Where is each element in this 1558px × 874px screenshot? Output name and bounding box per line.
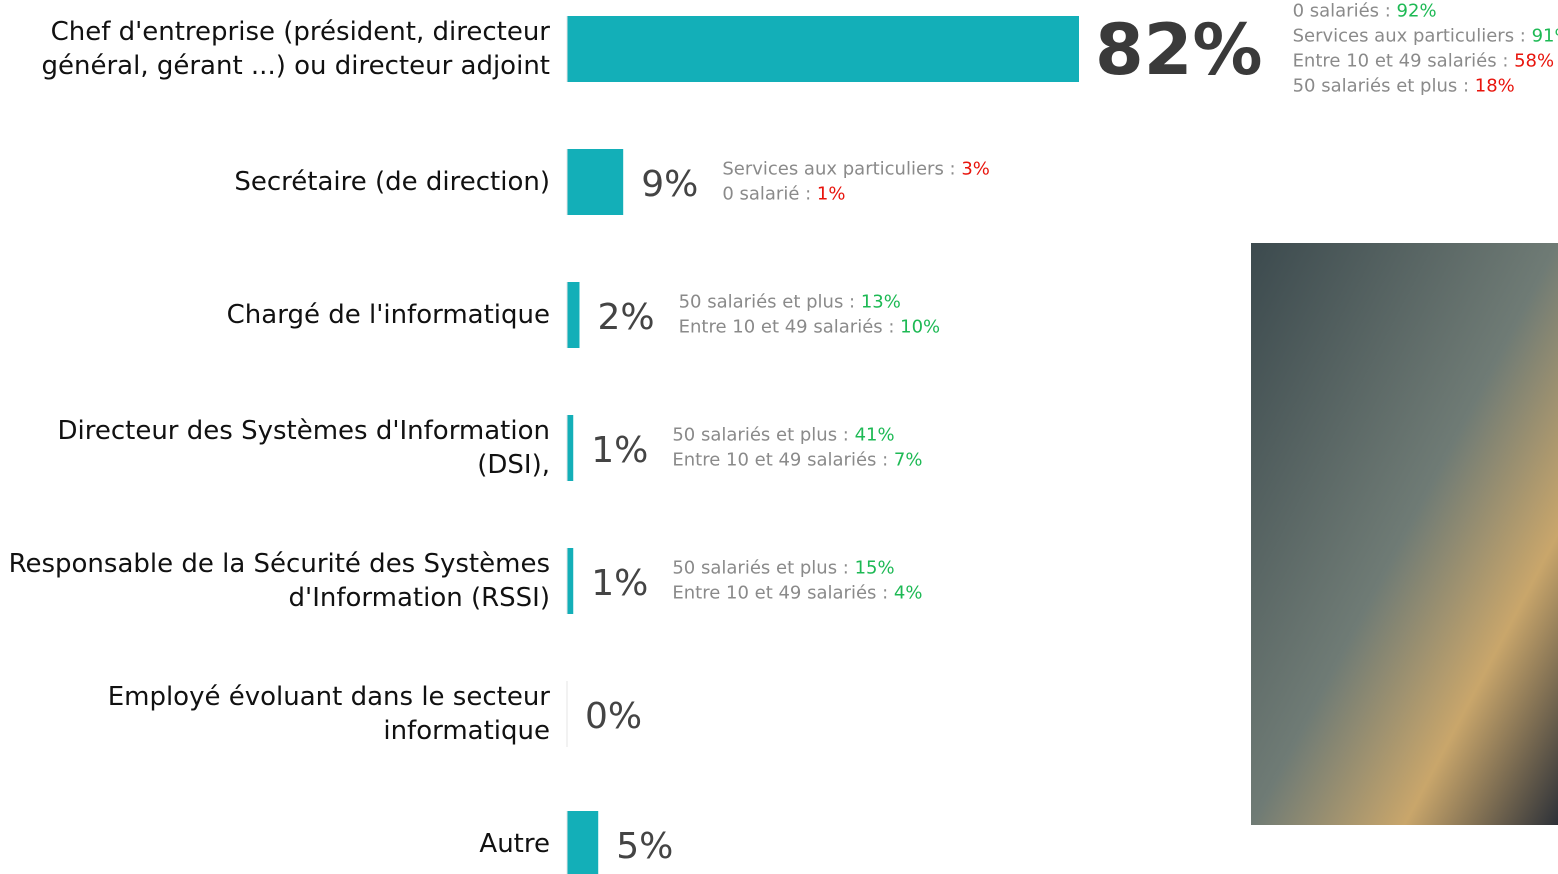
annotation-value: 4% xyxy=(894,583,923,604)
bar xyxy=(567,282,579,348)
category-label: Secrétaire (de direction) xyxy=(0,165,550,199)
value-label: 9% xyxy=(641,164,698,205)
value-label: 82% xyxy=(1095,9,1263,91)
annotation-label: Services aux particuliers : xyxy=(1293,26,1532,47)
value-label: 1% xyxy=(591,563,648,604)
annotation-value: 10% xyxy=(900,317,940,338)
annotation: 50 salariés et plus : 13% xyxy=(679,292,901,313)
category-label: Chargé de l'informatique xyxy=(0,298,550,332)
annotation-label: Entre 10 et 49 salariés : xyxy=(672,450,894,471)
annotation: 50 salariés et plus : 18% xyxy=(1293,76,1515,97)
annotation: 50 salariés et plus : 15% xyxy=(672,558,894,579)
annotation-label: 0 salarié : xyxy=(722,184,817,205)
page: 82% 0 salariés : 92% Services aux particul… xyxy=(0,0,1558,874)
annotation-value: 15% xyxy=(855,558,895,579)
bar xyxy=(567,548,573,614)
annotation-value: 18% xyxy=(1475,76,1515,97)
annotation-value: 3% xyxy=(961,159,990,180)
annotation: Entre 10 et 49 salariés : 10% xyxy=(679,317,941,338)
annotation-label: 50 salariés et plus : xyxy=(672,425,854,446)
annotation-value: 1% xyxy=(817,184,846,205)
bar xyxy=(567,415,573,481)
bar xyxy=(567,811,598,874)
annotation: Services aux particuliers : 3% xyxy=(722,159,990,180)
annotation-value: 13% xyxy=(861,292,901,313)
photo xyxy=(1251,243,1558,825)
value-label: 1% xyxy=(591,430,648,471)
value-label: 2% xyxy=(597,297,654,338)
annotation-label: Entre 10 et 49 salariés : xyxy=(672,583,894,604)
annotation-label: Services aux particuliers : xyxy=(722,159,961,180)
category-label: Chef d'entreprise (président, directeur … xyxy=(0,15,550,83)
value-label: 0% xyxy=(585,696,642,737)
annotation: 0 salariés : 92% xyxy=(1293,1,1437,22)
category-label: Autre xyxy=(0,827,550,861)
bar xyxy=(567,16,1079,82)
annotation: Entre 10 et 49 salariés : 7% xyxy=(672,450,922,471)
annotation: Entre 10 et 49 salariés : 4% xyxy=(672,583,922,604)
category-label: Responsable de la Sécurité des Systèmes … xyxy=(0,547,550,615)
annotation-label: 50 salariés et plus : xyxy=(679,292,861,313)
annotation-label: Entre 10 et 49 salariés : xyxy=(1293,51,1515,72)
annotation-value: 7% xyxy=(894,450,923,471)
value-label: 5% xyxy=(616,826,673,867)
annotation: Entre 10 et 49 salariés : 58% xyxy=(1293,51,1555,72)
annotation-value: 41% xyxy=(855,425,895,446)
annotation-label: Entre 10 et 49 salariés : xyxy=(679,317,901,338)
annotation: 50 salariés et plus : 41% xyxy=(672,425,894,446)
annotation-value: 58% xyxy=(1514,51,1554,72)
category-label: Directeur des Systèmes d'Information (DS… xyxy=(0,414,550,482)
annotation-label: 50 salariés et plus : xyxy=(1293,76,1475,97)
annotation: 0 salarié : 1% xyxy=(722,184,845,205)
annotation: Services aux particuliers : 91% xyxy=(1293,26,1558,47)
annotation-value: 91% xyxy=(1532,26,1558,47)
annotation-label: 0 salariés : xyxy=(1293,1,1397,22)
annotation-label: 50 salariés et plus : xyxy=(672,558,854,579)
annotation-value: 92% xyxy=(1397,1,1437,22)
category-label: Employé évoluant dans le secteur informa… xyxy=(0,680,550,748)
bar xyxy=(567,149,623,215)
